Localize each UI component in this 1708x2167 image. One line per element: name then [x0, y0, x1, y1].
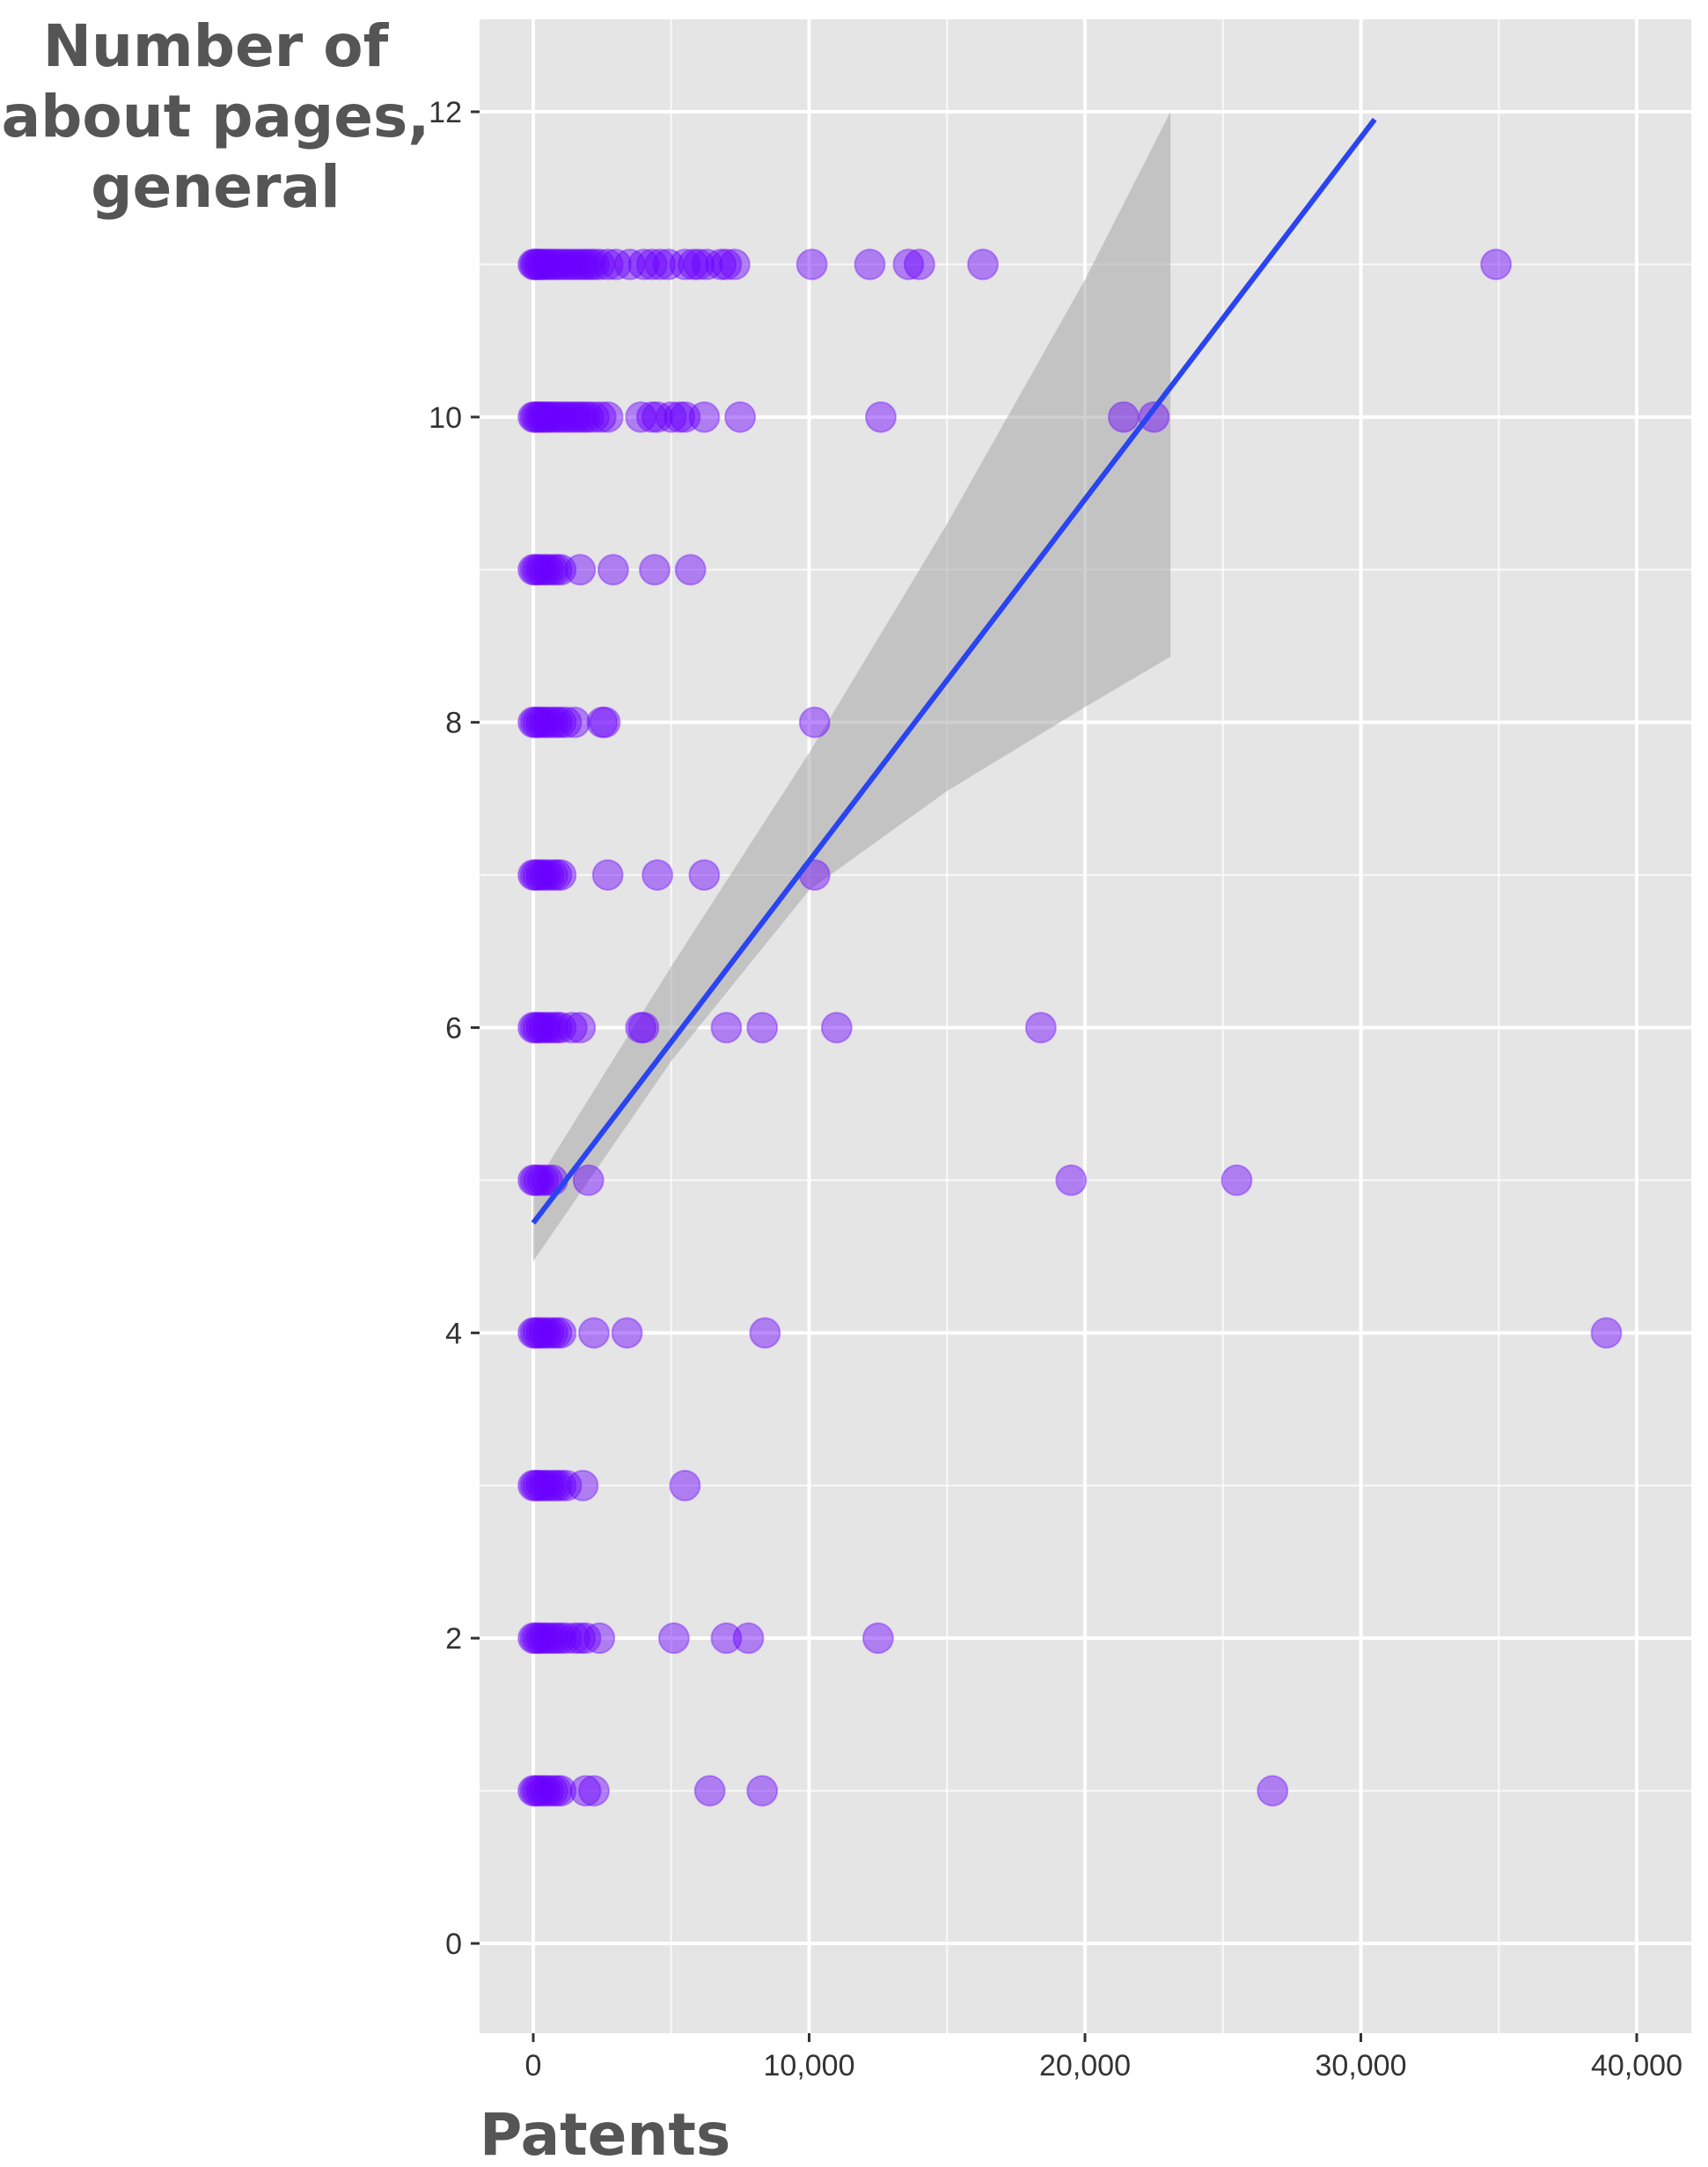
x-axis-ticks: 0 10,000 20,000 30,000 40,000	[525, 2033, 1682, 2083]
y-tick-label: 6	[445, 1012, 462, 1046]
scatter-point	[711, 1013, 741, 1043]
y-tick-label: 10	[429, 401, 462, 435]
scatter-point	[584, 1623, 614, 1653]
scatter-point	[1026, 1013, 1056, 1043]
scatter-point	[565, 1013, 595, 1043]
scatter-point	[560, 708, 590, 738]
scatter-point	[590, 708, 620, 738]
y-axis-title: Number ofabout pages,general	[2, 12, 430, 221]
y-tick-label: 8	[445, 707, 462, 740]
y-tick-label: 2	[445, 1622, 462, 1656]
scatter-point	[800, 708, 830, 738]
scatter-point	[854, 249, 884, 279]
scatter-point	[734, 1623, 764, 1653]
scatter-point	[676, 555, 706, 584]
scatter-point	[689, 860, 719, 890]
scatter-point	[612, 1318, 642, 1348]
scatter-point	[1109, 402, 1139, 432]
scatter-point	[670, 1471, 700, 1501]
scatter-point	[568, 1471, 597, 1501]
x-tick-label: 20,000	[1039, 2049, 1131, 2083]
scatter-point	[747, 1013, 777, 1043]
y-axis-title-line: Number of	[43, 12, 390, 80]
scatter-point	[968, 249, 998, 279]
y-axis-title-line: about pages,	[2, 83, 430, 151]
scatter-point	[593, 860, 623, 890]
scatter-point	[695, 1776, 725, 1806]
scatter-point	[797, 249, 827, 279]
scatter-point	[866, 402, 896, 432]
scatter-point	[546, 1318, 575, 1348]
x-tick-label: 30,000	[1316, 2049, 1407, 2083]
scatter-point	[725, 402, 755, 432]
scatter-point	[747, 1776, 777, 1806]
scatter-point	[574, 1165, 604, 1195]
scatter-point	[640, 555, 670, 584]
scatter-point	[1056, 1165, 1086, 1195]
scatter-point	[689, 402, 719, 432]
y-tick-label: 12	[429, 96, 462, 129]
y-axis-title-line: general	[91, 153, 340, 221]
x-tick-label: 40,000	[1591, 2049, 1682, 2083]
scatter-point	[579, 1776, 609, 1806]
scatter-point	[1592, 1318, 1622, 1348]
scatter-point	[659, 1623, 689, 1653]
scatter-point	[863, 1623, 893, 1653]
y-tick-label: 0	[445, 1928, 462, 1961]
x-tick-label: 0	[525, 2049, 542, 2083]
scatter-point	[720, 249, 750, 279]
scatter-point	[593, 402, 623, 432]
scatter-point	[598, 555, 628, 584]
x-axis-title: Patents	[480, 2101, 730, 2167]
scatter-point	[1481, 249, 1511, 279]
y-axis-ticks: 0 2 4 6 8 10 12	[429, 96, 480, 1961]
y-tick-label: 4	[445, 1317, 462, 1350]
scatter-point	[822, 1013, 852, 1043]
scatter-point	[1221, 1165, 1251, 1195]
scatter-point	[1257, 1776, 1287, 1806]
scatter-point	[642, 860, 672, 890]
scatter-point	[750, 1318, 780, 1348]
scatter-point	[628, 1013, 658, 1043]
scatter-point	[546, 860, 575, 890]
scatter-point	[565, 555, 595, 584]
x-tick-label: 10,000	[764, 2049, 855, 2083]
scatter-point	[579, 1318, 609, 1348]
scatter-point	[905, 249, 935, 279]
